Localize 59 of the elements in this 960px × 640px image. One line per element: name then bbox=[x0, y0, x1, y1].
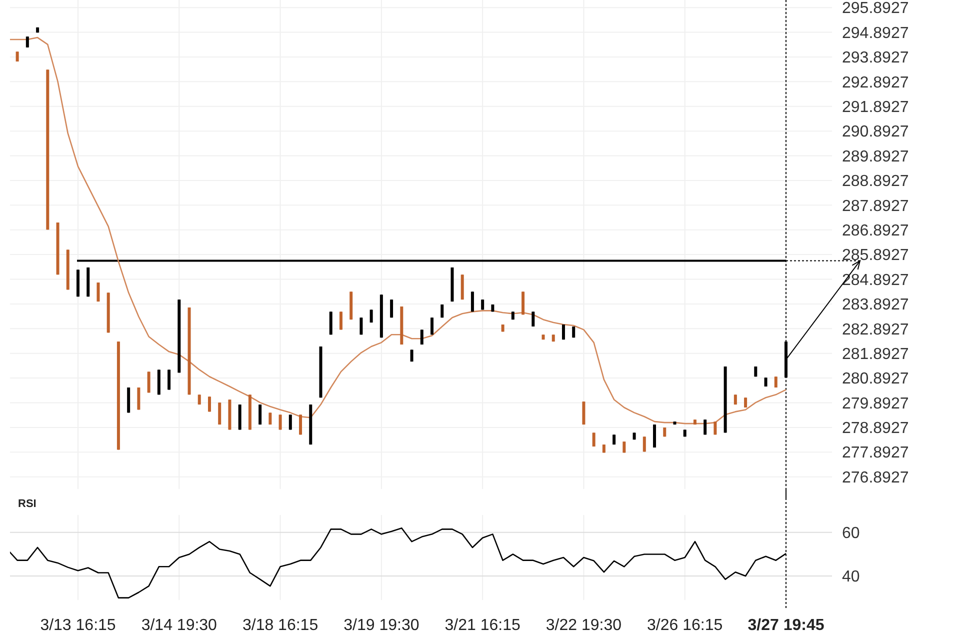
candlestick bbox=[370, 309, 373, 324]
y-tick-label: 280.8927 bbox=[842, 370, 909, 388]
candlestick bbox=[339, 311, 342, 330]
y-tick-label: 278.8927 bbox=[842, 420, 909, 438]
y-tick-label: 286.8927 bbox=[842, 222, 909, 240]
x-tick-label: 3/27 19:45 bbox=[748, 617, 824, 634]
candlestick bbox=[208, 396, 211, 412]
candlestick bbox=[218, 402, 222, 426]
y-tick-label: 277.8927 bbox=[842, 444, 909, 462]
candlestick bbox=[440, 304, 444, 318]
x-tick-label: 3/21 16:15 bbox=[444, 617, 520, 634]
y-tick-label: 292.8927 bbox=[842, 74, 909, 92]
x-tick-label: 3/14 19:30 bbox=[141, 617, 218, 634]
y-tick-label: 290.8927 bbox=[842, 124, 909, 141]
y-tick-label: 293.8927 bbox=[842, 50, 909, 67]
y-tick-label: 40 bbox=[842, 568, 860, 586]
y-tick-label: 291.8927 bbox=[842, 98, 909, 116]
y-tick-label: 281.8927 bbox=[842, 346, 909, 363]
candlestick bbox=[704, 419, 707, 436]
y-tick-label: 279.8927 bbox=[842, 395, 909, 412]
x-tick-label: 3/19 19:30 bbox=[344, 617, 420, 634]
y-tick-label: 295.8927 bbox=[842, 0, 909, 18]
candlestick bbox=[532, 311, 535, 327]
candlestick bbox=[653, 424, 656, 448]
candlestick bbox=[642, 436, 646, 452]
candlestick bbox=[592, 432, 596, 448]
x-tick-label: 3/26 16:15 bbox=[647, 617, 723, 634]
y-tick-label: 276.8927 bbox=[842, 469, 909, 486]
candlestick bbox=[470, 291, 474, 312]
y-tick-label: 60 bbox=[842, 525, 860, 542]
candlestick bbox=[168, 369, 171, 390]
candlestick bbox=[258, 404, 262, 426]
y-tick-label: 283.8927 bbox=[842, 296, 909, 314]
y-tick-label: 288.8927 bbox=[842, 173, 909, 190]
candlestick bbox=[16, 51, 19, 62]
x-tick-label: 3/13 16:15 bbox=[40, 617, 116, 634]
y-tick-label: 294.8927 bbox=[842, 24, 909, 42]
candlestick bbox=[714, 421, 717, 436]
candlestick bbox=[562, 324, 565, 340]
candlestick bbox=[288, 414, 292, 430]
candlestick bbox=[774, 376, 778, 388]
candlestick bbox=[299, 414, 302, 436]
candlestick bbox=[360, 317, 363, 336]
candlestick bbox=[26, 36, 29, 48]
y-tick-label: 287.8927 bbox=[842, 198, 909, 215]
candlestick bbox=[522, 291, 525, 316]
candlestick bbox=[390, 299, 394, 318]
candlestick bbox=[329, 311, 332, 336]
candlestick bbox=[278, 414, 282, 430]
candlestick bbox=[147, 371, 150, 394]
candlestick bbox=[96, 282, 100, 302]
x-tick-label: 3/18 16:15 bbox=[242, 617, 318, 634]
y-tick-label: 289.8927 bbox=[842, 148, 909, 166]
y-tick-label: 282.8927 bbox=[842, 321, 909, 338]
chart-title: RSI bbox=[18, 498, 36, 510]
x-tick-label: 3/22 19:30 bbox=[546, 617, 622, 634]
candlestick bbox=[420, 329, 424, 346]
y-tick-label: 285.8927 bbox=[842, 247, 909, 264]
candlestick bbox=[582, 401, 586, 426]
